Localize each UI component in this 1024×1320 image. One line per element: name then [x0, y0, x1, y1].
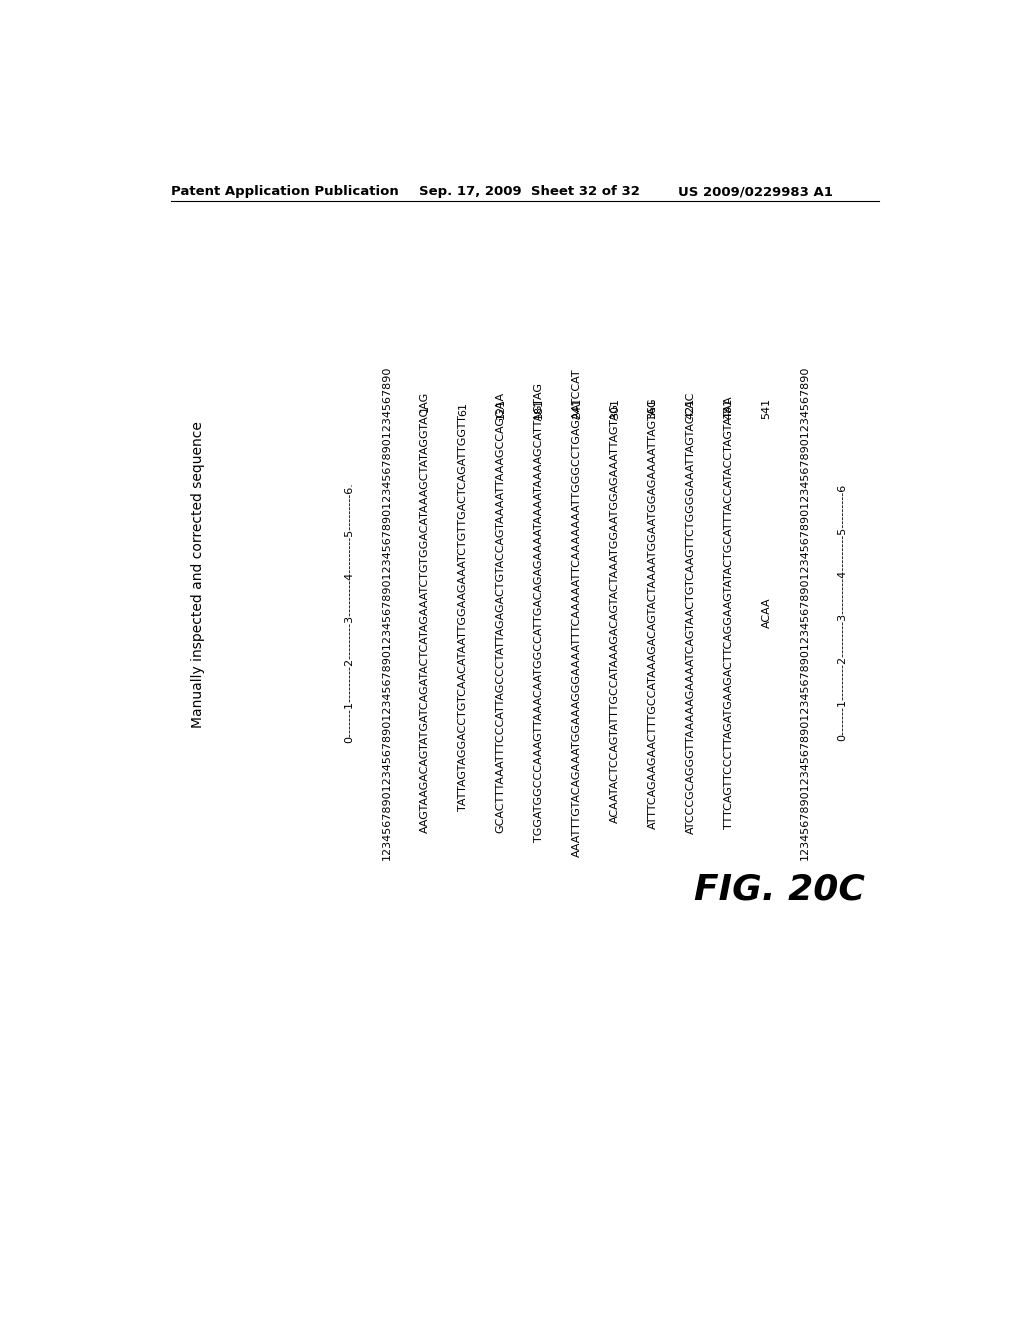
Text: TATTAGTAGGACCTGTCAACATAATTGGAAGAAATCTGTTGACTCAGATTGGTT: TATTAGTAGGACCTGTCAACATAATTGGAAGAAATCTGTT…: [458, 414, 468, 810]
Text: 0-------1---------2---------3---------4---------5---------6.: 0-------1---------2---------3---------4-…: [344, 482, 354, 743]
Text: Patent Application Publication: Patent Application Publication: [171, 185, 398, 198]
Text: ATTTCAGAAGAACTTTGCCATAAAGACAGTACTAAAATGGAATGGAGAAAATTAGTAG: ATTTCAGAAGAACTTTGCCATAAAGACAGTACTAAAATGG…: [647, 397, 657, 829]
Text: AAGTAAGACAGTATGATCAGATACTCATAGAAATCTGTGGACATAAAGCTATAGGTACAG: AAGTAAGACAGTATGATCAGATACTCATAGAAATCTGTGG…: [420, 392, 430, 833]
Text: ACAA: ACAA: [762, 598, 772, 628]
Text: ACAATACTCCAGTATTTGCCATAAAGACAGTACTAAATGGAATGGAGAAATTAGTAG: ACAATACTCCAGTATTTGCCATAAAGACAGTACTAAATGG…: [609, 403, 620, 822]
Text: 121: 121: [496, 399, 506, 420]
Text: Manually inspected and corrected sequence: Manually inspected and corrected sequenc…: [190, 421, 205, 727]
Text: ATCCCGCAGGGTTAAAAAGAAAATCAGTAACTGTCAAGTTCTGGGGAAATTAGTACCAC: ATCCCGCAGGGTTAAAAAGAAAATCAGTAACTGTCAAGTT…: [686, 392, 695, 834]
Text: Sep. 17, 2009  Sheet 32 of 32: Sep. 17, 2009 Sheet 32 of 32: [419, 185, 640, 198]
Text: 241: 241: [571, 399, 582, 420]
Text: 1234567890123456789012345678901234567890123456789012345678901234567890: 1234567890123456789012345678901234567890…: [382, 366, 392, 859]
Text: US 2009/0229983 A1: US 2009/0229983 A1: [678, 185, 834, 198]
Text: TTTCAGTTCCCTTAGATGAAGACTTCAGGAAGTATACTGCATTTACCATACCTAGTATAA: TTTCAGTTCCCTTAGATGAAGACTTCAGGAAGTATACTGC…: [724, 396, 733, 829]
Text: TGGATGGCCCAAAGTTAAACAATGGCCATTGACAGAGAAAATAAAATAAAAGCATTAGTAG: TGGATGGCCCAAAGTTAAACAATGGCCATTGACAGAGAAA…: [534, 383, 544, 842]
Text: 1: 1: [420, 405, 430, 412]
Text: FIG. 20C: FIG. 20C: [693, 873, 864, 907]
Text: 1234567890123456789012345678901234567890123456789012345678901234567890: 1234567890123456789012345678901234567890…: [800, 366, 810, 859]
Text: 181: 181: [534, 399, 544, 420]
Text: 481: 481: [724, 399, 733, 420]
Text: 541: 541: [762, 399, 772, 420]
Text: 61: 61: [458, 401, 468, 416]
Text: 0-------1---------2---------3---------4---------5---------6: 0-------1---------2---------3---------4-…: [838, 484, 848, 742]
Text: GCACTTTAAATTTCCCATTAGCCCTATTAGAGACTGTACCAGTAAAATTAAAGCCAGGAA: GCACTTTAAATTTCCCATTAGCCCTATTAGAGACTGTACC…: [496, 392, 506, 833]
Text: 361: 361: [647, 399, 657, 420]
Text: 301: 301: [609, 399, 620, 420]
Text: 421: 421: [686, 399, 695, 420]
Text: AAATTTGTACAGAAATGGAAAGGGAAAATTTCAAAAATTCAAAAAAATTGGGCCTGAGAATCCAT: AAATTTGTACAGAAATGGAAAGGGAAAATTTCAAAAATTC…: [571, 368, 582, 857]
